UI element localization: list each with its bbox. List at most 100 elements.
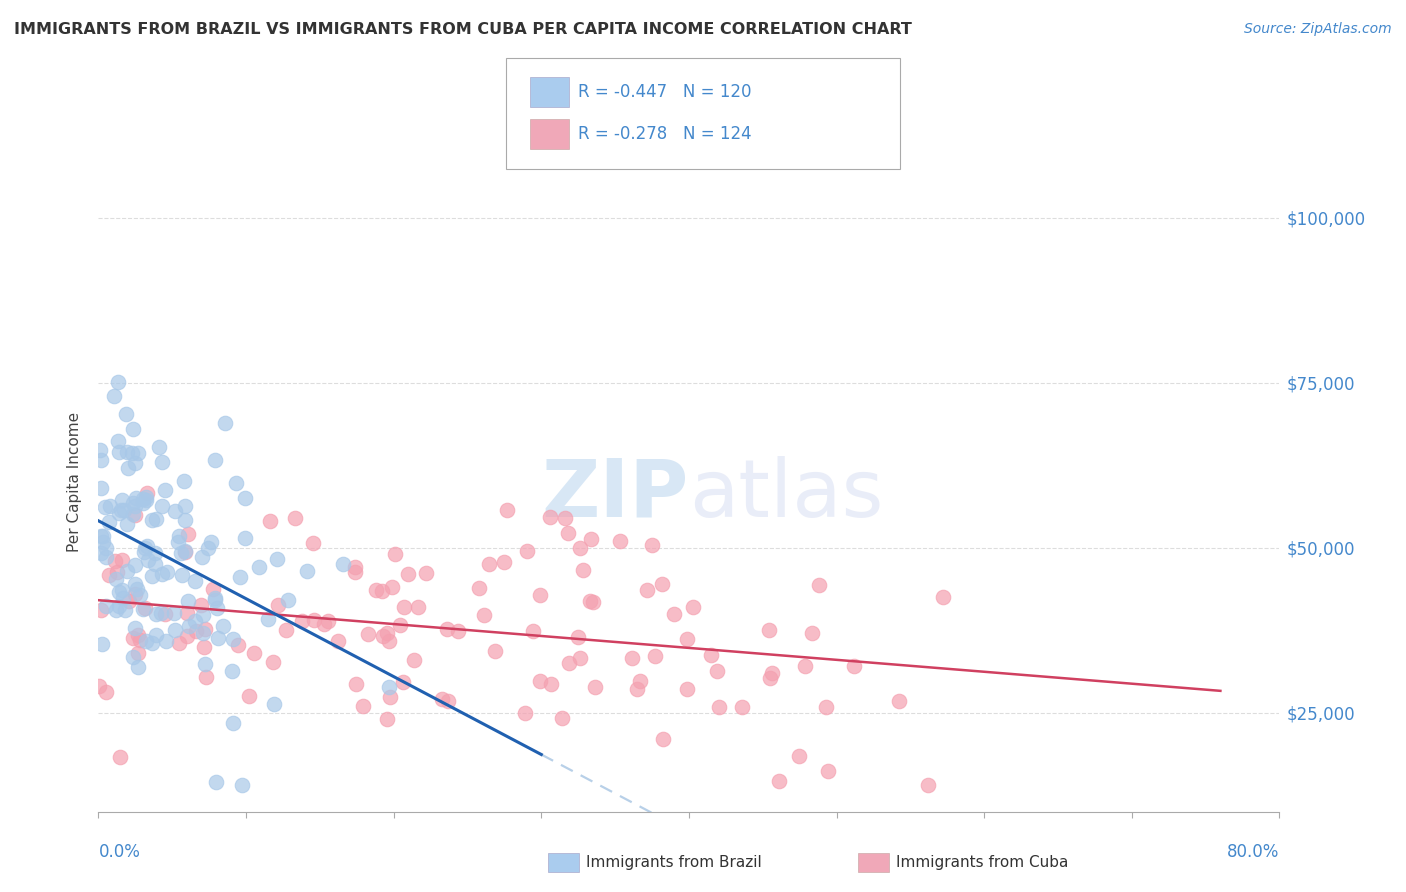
Point xyxy=(887,694,910,708)
Point xyxy=(583,680,606,694)
Point xyxy=(91,528,114,542)
Point xyxy=(474,607,496,622)
Point xyxy=(396,567,419,582)
Point xyxy=(579,594,602,608)
Text: ZIP: ZIP xyxy=(541,456,689,534)
Point xyxy=(436,694,458,708)
Point xyxy=(352,698,374,713)
Point xyxy=(378,680,401,694)
Point xyxy=(228,570,250,584)
Point xyxy=(295,564,318,578)
Point xyxy=(529,587,551,601)
Point xyxy=(89,679,111,693)
Point xyxy=(371,583,394,598)
Point xyxy=(118,594,141,608)
Point xyxy=(108,750,131,764)
Point xyxy=(155,633,177,648)
Point xyxy=(233,531,256,545)
Point xyxy=(205,601,228,615)
Point xyxy=(706,664,728,678)
Point xyxy=(183,574,205,588)
Point xyxy=(115,445,138,459)
Point xyxy=(917,778,939,792)
Point xyxy=(111,591,134,606)
Point xyxy=(201,582,224,597)
Point xyxy=(357,626,380,640)
Point xyxy=(134,600,156,615)
Point xyxy=(267,599,290,613)
Point xyxy=(111,552,134,566)
Point xyxy=(115,565,138,579)
Point xyxy=(204,591,226,606)
Point xyxy=(143,557,166,571)
Point xyxy=(758,671,780,685)
Point xyxy=(316,614,339,628)
Point xyxy=(124,587,146,601)
Point xyxy=(644,648,666,663)
Point xyxy=(626,681,648,696)
Point xyxy=(567,630,589,644)
Point xyxy=(207,631,229,645)
Point xyxy=(124,576,146,591)
Point xyxy=(522,624,544,638)
Point xyxy=(89,442,111,457)
Point xyxy=(284,511,307,525)
Point xyxy=(122,496,145,510)
Point xyxy=(707,699,730,714)
Point xyxy=(111,492,134,507)
Point xyxy=(415,566,437,581)
Point xyxy=(156,565,179,579)
Point xyxy=(538,510,561,524)
Point xyxy=(125,491,148,505)
Point xyxy=(641,538,664,552)
Point xyxy=(115,407,138,421)
Point xyxy=(127,446,149,460)
Point xyxy=(197,541,219,555)
Point xyxy=(609,534,631,549)
Point xyxy=(557,656,579,670)
Point xyxy=(90,637,112,651)
Point xyxy=(259,514,281,528)
Point xyxy=(381,580,404,594)
Point xyxy=(90,453,112,467)
Point xyxy=(103,388,125,402)
Point xyxy=(170,567,193,582)
Point xyxy=(568,651,591,665)
Point xyxy=(134,541,156,555)
Point xyxy=(787,748,810,763)
Text: 80.0%: 80.0% xyxy=(1227,843,1279,861)
Point xyxy=(191,608,214,623)
Point xyxy=(149,606,172,620)
Point xyxy=(515,544,537,558)
Point xyxy=(96,599,118,613)
Point xyxy=(97,568,120,582)
Point xyxy=(135,492,157,507)
Point xyxy=(131,496,153,510)
Point xyxy=(807,578,830,592)
Point xyxy=(129,587,152,601)
Point xyxy=(153,483,176,497)
Point xyxy=(176,629,198,643)
Point xyxy=(132,601,155,615)
Point xyxy=(121,650,143,665)
Point xyxy=(388,618,411,632)
Point xyxy=(312,617,335,632)
Point xyxy=(117,461,139,475)
Point xyxy=(761,666,783,681)
Point xyxy=(579,532,602,546)
Point xyxy=(651,577,673,591)
Point xyxy=(212,619,235,633)
Point xyxy=(800,626,823,640)
Point xyxy=(169,546,191,560)
Point xyxy=(651,732,673,747)
Point xyxy=(262,655,284,669)
Point xyxy=(447,624,470,639)
Point xyxy=(107,434,129,449)
Point xyxy=(222,715,245,730)
Text: 0.0%: 0.0% xyxy=(98,843,141,861)
Point xyxy=(135,633,157,648)
Point xyxy=(114,602,136,616)
Point xyxy=(842,659,865,673)
Point xyxy=(194,622,217,636)
Point xyxy=(682,599,704,614)
